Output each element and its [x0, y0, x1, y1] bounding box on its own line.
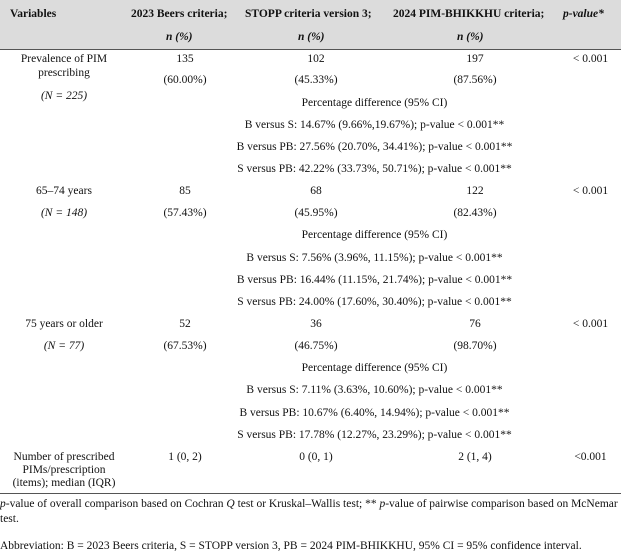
- row-label: (items); median (IQR): [12, 477, 116, 489]
- ci-title: Percentage difference (95% CI): [301, 362, 448, 374]
- cell-p-value: < 0.001: [572, 318, 609, 330]
- cell-stopp-pct: (45.33%): [294, 74, 338, 86]
- ci-title: Percentage difference (95% CI): [301, 229, 448, 241]
- pairwise-comparison: B versus S: 7.56% (3.96%, 11.15%); p-val…: [246, 252, 503, 264]
- cell-beers-n: 135: [176, 53, 194, 65]
- pairwise-comparison: S versus PB: 42.22% (33.73%, 50.71%); p-…: [237, 163, 512, 175]
- header-pim-unit: n (%): [457, 31, 484, 43]
- row-sample-size: (N = 77): [43, 340, 85, 352]
- cell-pim-n: 197: [466, 53, 484, 65]
- cell-beers-pct: (60.00%): [163, 74, 207, 86]
- cell-stopp-pct: (45.95%): [294, 207, 338, 219]
- pairwise-comparison: B versus PB: 27.56% (20.70%, 34.41%); p-…: [236, 141, 513, 153]
- pairwise-comparison: S versus PB: 17.78% (12.27%, 23.29%); p-…: [237, 429, 512, 441]
- cell-pim-pct: (82.43%): [453, 207, 497, 219]
- cell-pim-median: 2 (1, 4): [458, 451, 492, 463]
- header-p-value: p-value*: [563, 8, 604, 20]
- row-sample-size: (N = 148): [40, 207, 88, 219]
- row-label: prescribing: [38, 67, 90, 79]
- cell-stopp-median: 0 (0, 1): [299, 451, 333, 463]
- ci-title: Percentage difference (95% CI): [301, 97, 448, 109]
- row-label: Number of prescribed: [13, 451, 115, 463]
- row-label: PIMs/prescription: [22, 464, 106, 476]
- header-beers-unit: n (%): [166, 31, 193, 43]
- cell-beers-median: 1 (0, 2): [168, 451, 202, 463]
- row-label: 75 years or older: [25, 318, 103, 330]
- cell-stopp-pct: (46.75%): [294, 340, 338, 352]
- header-pim-bhikkhu: 2024 PIM-BHIKKHU criteria;: [393, 8, 545, 20]
- row-label: Prevalence of PIM: [20, 53, 108, 65]
- header-rule: [0, 49, 621, 50]
- table-header-band: [0, 0, 621, 50]
- row-sample-size: (N = 225): [40, 90, 88, 102]
- table-bottom-rule: [0, 493, 621, 494]
- row-label: 65–74 years: [36, 185, 92, 197]
- cell-pim-n: 76: [469, 318, 481, 330]
- header-stopp: STOPP criteria version 3;: [245, 8, 372, 20]
- cell-beers-pct: (57.43%): [163, 207, 207, 219]
- cell-p-value: <0.001: [574, 451, 607, 463]
- header-variables: Variables: [10, 8, 57, 20]
- cell-beers-n: 85: [179, 185, 191, 197]
- header-beers: 2023 Beers criteria;: [131, 8, 228, 20]
- cell-stopp-n: 36: [310, 318, 322, 330]
- header-stopp-unit: n (%): [298, 31, 325, 43]
- cell-p-value: < 0.001: [572, 185, 609, 197]
- pairwise-comparison: S versus PB: 24.00% (17.60%, 30.40%); p-…: [237, 296, 512, 308]
- cell-beers-n: 52: [179, 318, 191, 330]
- cell-pim-pct: (98.70%): [453, 340, 497, 352]
- cell-p-value: < 0.001: [572, 53, 609, 65]
- pairwise-comparison: B versus S: 14.67% (9.66%,19.67%); p-val…: [244, 119, 505, 131]
- cell-stopp-n: 68: [310, 185, 322, 197]
- cell-stopp-n: 102: [307, 53, 325, 65]
- cell-pim-n: 122: [466, 185, 484, 197]
- cell-beers-pct: (67.53%): [163, 340, 207, 352]
- cell-pim-pct: (87.56%): [453, 74, 497, 86]
- footnote-significance: p-value of overall comparison based on C…: [0, 498, 618, 525]
- pairwise-comparison: B versus PB: 10.67% (6.40%, 14.94%); p-v…: [239, 407, 510, 419]
- pairwise-comparison: B versus S: 7.11% (3.63%, 10.60%); p-val…: [246, 384, 503, 396]
- footnote-abbreviation: Abbreviation: B = 2023 Beers criteria, S…: [0, 540, 582, 552]
- pairwise-comparison: B versus PB: 16.44% (11.15%, 21.74%); p-…: [236, 274, 513, 286]
